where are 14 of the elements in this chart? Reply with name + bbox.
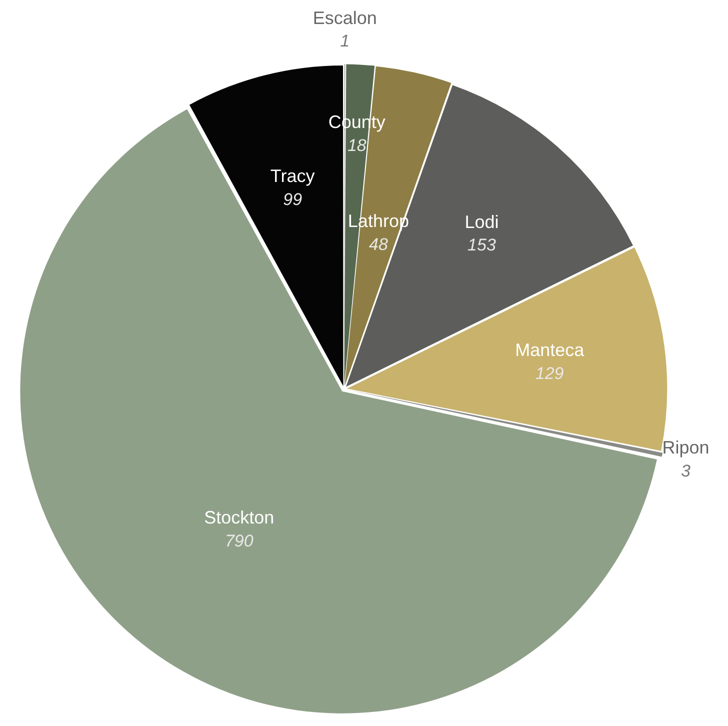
data-label: 18 bbox=[347, 136, 367, 155]
data-label: 48 bbox=[368, 235, 388, 254]
data-label: 153 bbox=[468, 236, 496, 255]
slice-label: Stockton bbox=[204, 508, 274, 528]
data-label: 790 bbox=[224, 531, 254, 550]
slice-label: Escalon bbox=[312, 8, 377, 28]
data-label: 129 bbox=[535, 364, 564, 383]
data-label: 1 bbox=[340, 32, 350, 51]
slice-label: Lodi bbox=[464, 212, 499, 232]
slice-label: Ripon bbox=[662, 438, 710, 458]
slice-label: Manteca bbox=[515, 340, 586, 360]
slice-label: Tracy bbox=[270, 166, 315, 186]
data-label: 3 bbox=[681, 461, 692, 480]
data-label: 99 bbox=[283, 190, 303, 209]
